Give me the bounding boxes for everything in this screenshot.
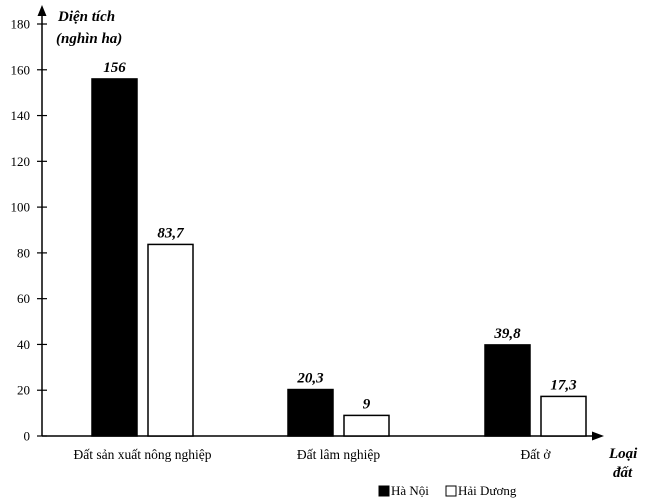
y-tick-label: 20 [17, 383, 30, 398]
y-axis-title-line1: Diện tích [57, 9, 115, 25]
legend: Hà Nội Hải Dương [378, 483, 517, 498]
y-tick-label: 100 [11, 200, 31, 215]
y-tick-label: 80 [17, 245, 30, 260]
y-axis-arrow [37, 5, 47, 16]
bar-value-label: 17,3 [550, 377, 577, 393]
y-tick-label: 140 [11, 108, 31, 123]
legend-swatch-ha-noi [378, 485, 390, 497]
legend-swatch-hai-duong [445, 485, 457, 497]
bar-value-label: 39,8 [493, 326, 521, 342]
x-axis-arrow [592, 431, 604, 441]
bar-value-label: 9 [363, 396, 371, 412]
legend-label-hai-duong: Hải Dương [458, 483, 517, 498]
y-tick-label: 40 [17, 337, 30, 352]
bar-ha-noi-2 [484, 344, 531, 437]
y-tick-label: 0 [24, 429, 31, 444]
x-axis-title-line1: Loại [608, 446, 638, 462]
category-label: Đất ở [520, 447, 551, 462]
y-tick-label: 180 [11, 17, 31, 32]
legend-label-ha-noi: Hà Nội [391, 483, 429, 498]
bar-ha-noi-0 [91, 78, 138, 437]
bar-hai-duong-0 [147, 243, 194, 437]
bar-value-label: 20,3 [296, 371, 324, 387]
bar-hai-duong-1 [343, 414, 390, 437]
bar-hai-duong-2 [540, 395, 587, 437]
bar-value-label: 156 [103, 60, 126, 76]
category-label: Đất lâm nghiệp [297, 447, 380, 462]
y-axis-title-line2: (nghìn ha) [56, 31, 122, 47]
category-label: Đất sản xuất nông nghiệp [74, 447, 212, 462]
y-ticks: 0 20 40 60 80 100 120 140 160 180 [11, 17, 47, 444]
x-axis-title-line2: đất [613, 465, 633, 481]
category-labels: Đất sản xuất nông nghiệp Đất lâm nghiệp Đấ… [74, 447, 552, 462]
y-tick-label: 60 [17, 291, 30, 306]
y-tick-label: 120 [11, 154, 31, 169]
bar-ha-noi-1 [287, 388, 334, 437]
bar-value-label: 83,7 [157, 225, 184, 241]
bars: 156 83,7 20,3 9 39,8 17,3 [91, 60, 587, 437]
y-tick-label: 160 [11, 62, 31, 77]
